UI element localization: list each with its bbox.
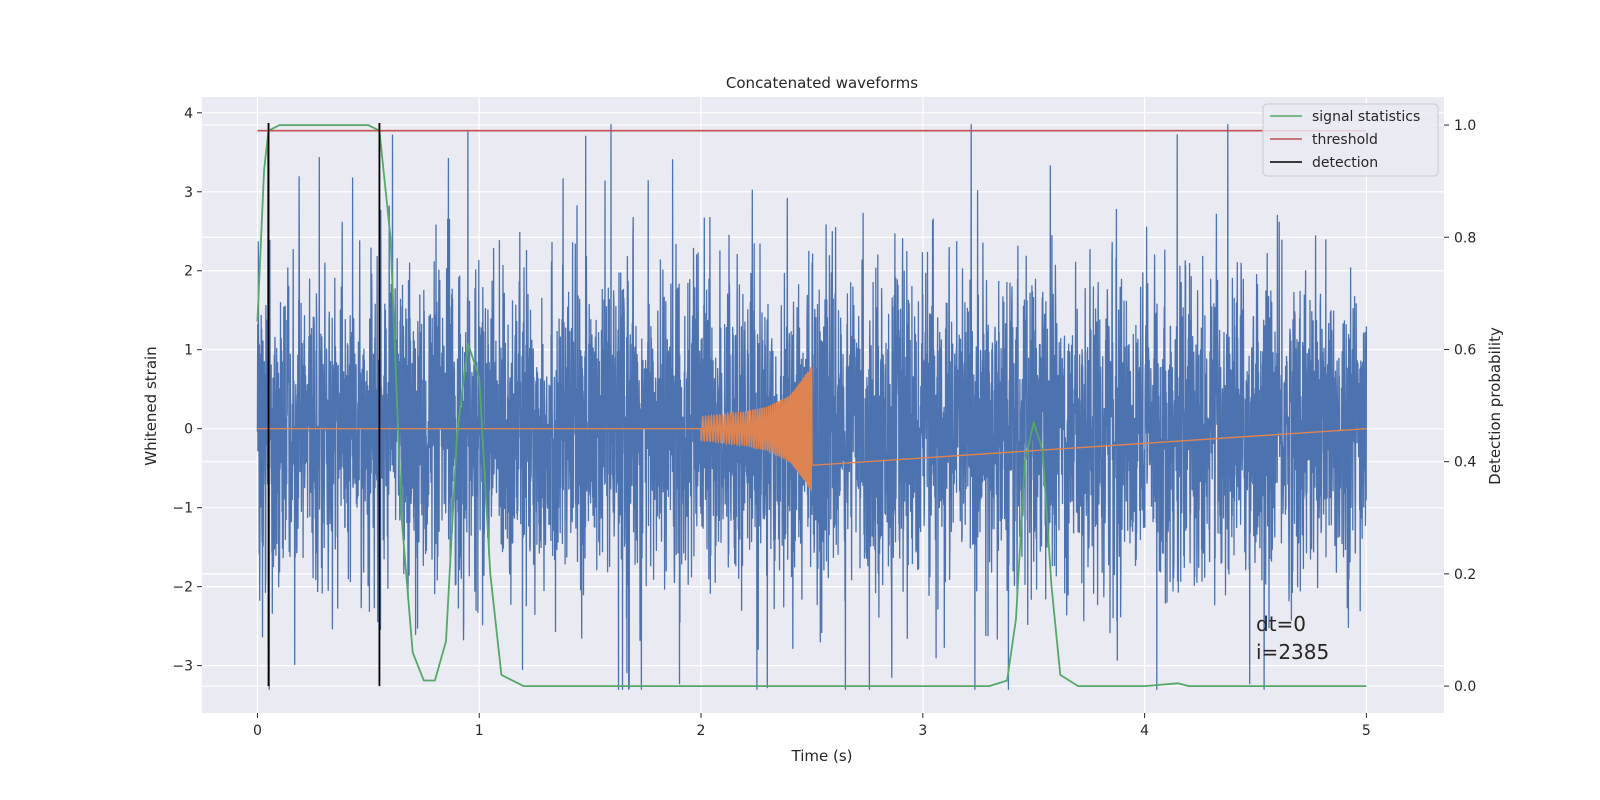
injected-line <box>257 366 1367 491</box>
y2-tick-label: 0.6 <box>1454 342 1476 358</box>
y2-tick-label: 0.8 <box>1454 230 1476 246</box>
x-tick-label: 2 <box>697 723 706 739</box>
annotation-dt: dt=0 <box>1256 612 1306 636</box>
legend-label-signal-statistics: signal statistics <box>1312 109 1420 125</box>
x-tick-label: 0 <box>253 723 262 739</box>
y-tick-label: −2 <box>172 580 193 596</box>
x-tick-label: 1 <box>475 723 484 739</box>
x-axis: 0 1 2 3 4 5 <box>253 713 1371 739</box>
y2-tick-label: 0.0 <box>1454 679 1476 695</box>
legend-label-threshold: threshold <box>1312 132 1378 148</box>
strain-line <box>256 123 1368 690</box>
strain-series <box>256 123 1368 690</box>
x-tick-label: 4 <box>1140 723 1149 739</box>
y-tick-label: 4 <box>184 106 193 122</box>
y-tick-label: −3 <box>172 659 193 675</box>
y-axis-right: 0.0 0.2 0.4 0.6 0.8 1.0 <box>1444 118 1476 695</box>
y2-axis-label: Detection probability <box>1486 327 1504 485</box>
x-tick-label: 5 <box>1362 723 1371 739</box>
injected-waveform-series <box>257 366 1367 491</box>
x-axis-label: Time (s) <box>791 747 853 765</box>
y-tick-label: 1 <box>184 343 193 359</box>
y-axis-label: Whitened strain <box>142 346 160 465</box>
y-tick-label: −1 <box>172 501 193 517</box>
y-tick-label: 0 <box>184 422 193 438</box>
annotation-i: i=2385 <box>1256 640 1329 664</box>
detection-series <box>267 123 381 687</box>
y-axis-left: −3 −2 −1 0 1 2 3 4 <box>172 106 202 675</box>
y2-tick-label: 0.2 <box>1454 567 1476 583</box>
y-tick-label: 3 <box>184 185 193 201</box>
legend-box <box>1262 103 1439 177</box>
y2-tick-label: 0.4 <box>1454 455 1476 471</box>
legend-label-detection: detection <box>1312 155 1378 171</box>
y-tick-label: 2 <box>184 264 193 280</box>
signal-statistics-line <box>256 124 1367 687</box>
x-tick-label: 3 <box>918 723 927 739</box>
annotations: dt=0 i=2385 <box>1256 612 1329 664</box>
chart-title: Concatenated waveforms <box>726 74 918 92</box>
signal-statistics-series <box>256 124 1367 687</box>
legend: signal statistics threshold detection <box>1262 103 1439 177</box>
y2-tick-label: 1.0 <box>1454 118 1476 134</box>
